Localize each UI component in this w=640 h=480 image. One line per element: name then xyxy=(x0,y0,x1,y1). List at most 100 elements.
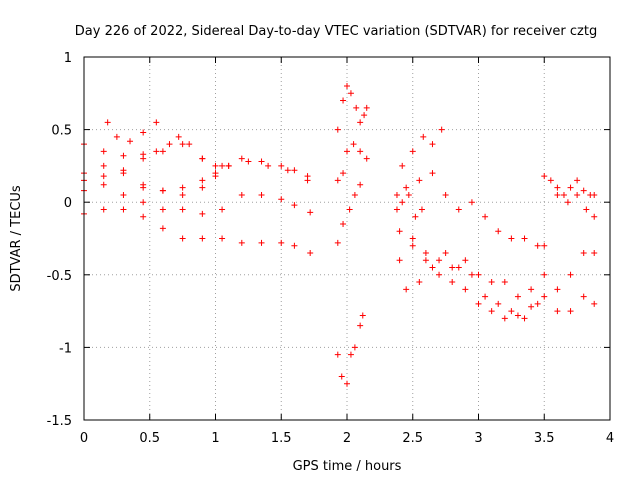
x-tick-label: 4 xyxy=(606,431,614,446)
x-tick-label: 1.5 xyxy=(271,431,292,446)
series-arc-06 xyxy=(104,119,160,145)
data-point xyxy=(127,138,134,145)
data-point xyxy=(186,141,193,148)
y-tick-label: -1 xyxy=(59,341,72,356)
data-point xyxy=(580,250,587,257)
data-point xyxy=(393,206,400,213)
data-point xyxy=(166,141,173,148)
data-point xyxy=(140,199,147,206)
data-point xyxy=(442,191,449,198)
data-point xyxy=(100,181,107,188)
data-point xyxy=(405,191,412,198)
data-point xyxy=(334,239,341,246)
data-point xyxy=(495,228,502,235)
data-point xyxy=(462,257,469,264)
data-point xyxy=(359,312,366,319)
data-point xyxy=(567,308,574,315)
data-point xyxy=(541,173,548,180)
series-arc-10 xyxy=(334,181,364,246)
data-point xyxy=(340,97,347,104)
data-point xyxy=(351,344,358,351)
data-point xyxy=(409,148,416,155)
data-point xyxy=(340,220,347,227)
plot-frame xyxy=(83,56,611,421)
data-point xyxy=(409,235,416,242)
data-point xyxy=(455,206,462,213)
data-point xyxy=(521,235,528,242)
data-point xyxy=(153,119,160,126)
data-point xyxy=(591,213,598,220)
data-point xyxy=(347,351,354,358)
data-point xyxy=(554,184,561,191)
data-point xyxy=(541,271,548,278)
grid xyxy=(84,57,610,420)
data-point xyxy=(541,293,548,300)
data-point xyxy=(396,228,403,235)
y-axis-label: SDTVAR / TECUs xyxy=(9,185,24,292)
data-point xyxy=(501,279,508,286)
series-arc-11 xyxy=(334,312,366,387)
data-point xyxy=(238,155,245,162)
data-point xyxy=(449,279,456,286)
data-point xyxy=(219,162,226,169)
data-point xyxy=(307,209,314,216)
data-point xyxy=(100,206,107,213)
data-point xyxy=(363,104,370,111)
data-point xyxy=(416,279,423,286)
data-point xyxy=(120,191,127,198)
y-tick-label: -1.5 xyxy=(47,414,72,429)
data-point xyxy=(334,126,341,133)
data-point xyxy=(278,162,285,169)
data-point xyxy=(159,225,166,232)
data-points xyxy=(81,83,598,387)
data-point xyxy=(528,286,535,293)
series-arc-14 xyxy=(396,228,598,300)
x-tick-label: 1 xyxy=(211,431,219,446)
data-point xyxy=(238,239,245,246)
data-point xyxy=(399,199,406,206)
data-point xyxy=(495,300,502,307)
series-arc-13 xyxy=(396,242,598,322)
data-point xyxy=(574,191,581,198)
data-point xyxy=(179,141,186,148)
series-arc-16 xyxy=(399,126,445,169)
data-point xyxy=(291,242,298,249)
data-point xyxy=(179,184,186,191)
data-point xyxy=(501,315,508,322)
x-tick-label: 2.5 xyxy=(402,431,423,446)
data-point xyxy=(514,293,521,300)
data-point xyxy=(547,177,554,184)
data-point xyxy=(508,308,515,315)
data-point xyxy=(100,173,107,180)
data-point xyxy=(482,213,489,220)
data-point xyxy=(403,286,410,293)
data-point xyxy=(278,239,285,246)
data-point xyxy=(175,133,182,140)
x-tick-label: 0 xyxy=(80,431,88,446)
data-point xyxy=(564,199,571,206)
data-point xyxy=(179,235,186,242)
data-point xyxy=(219,206,226,213)
data-point xyxy=(347,90,354,97)
data-point xyxy=(528,303,535,310)
y-tick-label: 0.5 xyxy=(51,124,72,139)
data-point xyxy=(258,158,265,165)
data-point xyxy=(468,271,475,278)
data-point xyxy=(357,322,364,329)
data-point xyxy=(583,206,590,213)
axes: 0 0.5 1 1.5 2 2.5 3 3.5 4 -1.5 -1 -0.5 0 0.5 1 xyxy=(47,51,615,446)
data-point xyxy=(344,83,350,90)
data-point xyxy=(357,119,364,126)
data-point xyxy=(159,206,166,213)
data-point xyxy=(140,129,147,136)
data-point xyxy=(468,199,475,206)
series-arc-07 xyxy=(140,133,219,169)
data-point xyxy=(212,162,219,169)
data-point xyxy=(199,184,206,191)
series-arc-05 xyxy=(81,162,232,194)
y-tick-label: -0.5 xyxy=(47,269,72,284)
data-point xyxy=(393,191,400,198)
data-point xyxy=(399,162,406,169)
data-point xyxy=(265,162,272,169)
data-point xyxy=(442,250,449,257)
